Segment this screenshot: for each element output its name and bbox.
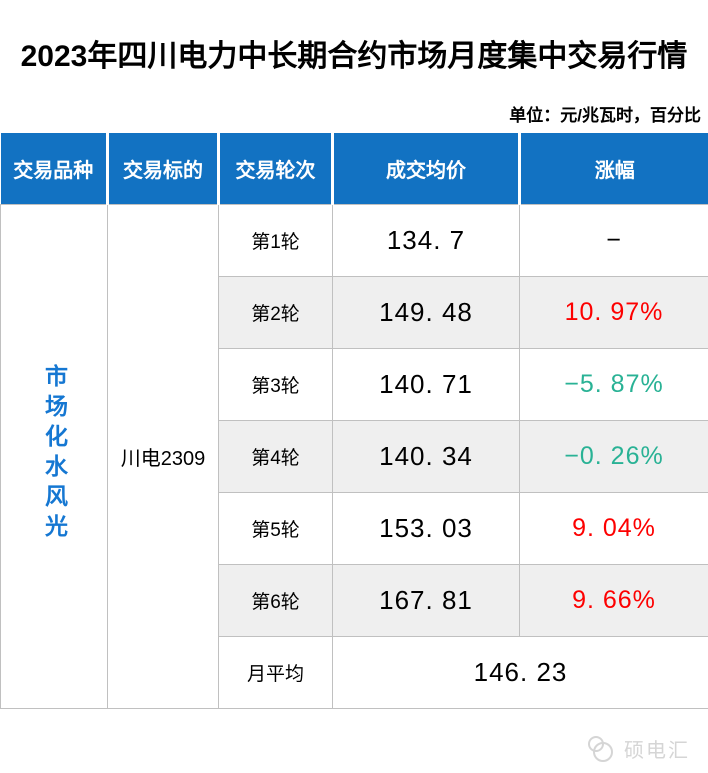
shuodianhui-logo-icon bbox=[584, 733, 618, 763]
variety-cell: 市场化水风光 bbox=[0, 204, 108, 709]
table-row: 第3轮 140. 71 −5. 87% bbox=[1, 348, 708, 421]
header-change: 涨幅 bbox=[518, 133, 708, 205]
table-row: 第4轮 140. 34 −0. 26% bbox=[1, 420, 708, 493]
price-cell: 153. 03 bbox=[332, 492, 520, 565]
round-cell: 第1轮 bbox=[218, 204, 333, 277]
price-cell: 140. 71 bbox=[332, 348, 520, 421]
page-title: 2023年四川电力中长期合约市场月度集中交易行情 bbox=[20, 40, 688, 73]
header-trade-subject: 交易标的 bbox=[106, 133, 219, 205]
change-cell: −5. 87% bbox=[519, 348, 708, 421]
price-cell: 149. 48 bbox=[332, 276, 520, 349]
summary-row: 月平均 146. 23 bbox=[1, 636, 708, 709]
watermark-brand: 硕电汇 bbox=[624, 739, 690, 762]
round-cell: 第2轮 bbox=[218, 276, 333, 349]
summary-label: 月平均 bbox=[218, 636, 333, 709]
round-cell: 第4轮 bbox=[218, 420, 333, 493]
header-trade-variety: 交易品种 bbox=[0, 133, 108, 205]
summary-value: 146. 23 bbox=[332, 636, 708, 709]
unit-note: 单位：元/兆瓦时，百分比 bbox=[509, 106, 701, 125]
table-row: 第6轮 167. 81 9. 66% bbox=[1, 564, 708, 637]
change-cell: − bbox=[519, 204, 708, 277]
price-cell: 167. 81 bbox=[332, 564, 520, 637]
round-cell: 第3轮 bbox=[218, 348, 333, 421]
header-avg-price: 成交均价 bbox=[331, 133, 520, 205]
watermark: 硕电汇 bbox=[584, 733, 690, 763]
price-cell: 140. 34 bbox=[332, 420, 520, 493]
header-trade-round: 交易轮次 bbox=[217, 133, 333, 205]
change-cell: 10. 97% bbox=[519, 276, 708, 349]
subject-cell: 川电2309 bbox=[107, 204, 219, 709]
table-header-row: 交易品种 交易标的 交易轮次 成交均价 涨幅 bbox=[0, 133, 708, 205]
round-cell: 第6轮 bbox=[218, 564, 333, 637]
change-cell: 9. 66% bbox=[519, 564, 708, 637]
table-row: 第5轮 153. 03 9. 04% bbox=[1, 492, 708, 565]
change-cell: 9. 04% bbox=[519, 492, 708, 565]
variety-label: 市场化水风光 bbox=[41, 364, 68, 544]
price-cell: 134. 7 bbox=[332, 204, 520, 277]
change-cell: −0. 26% bbox=[519, 420, 708, 493]
market-table: 交易品种 交易标的 交易轮次 成交均价 涨幅 市场化水风光 川电2309 第1轮 13… bbox=[0, 133, 708, 709]
table-row: 市场化水风光 川电2309 第1轮 134. 7− bbox=[0, 204, 708, 709]
table-body: 市场化水风光 川电2309 第1轮 134. 7− 第2轮 149. 48 10. 97% 第… bbox=[0, 204, 708, 709]
round-cell: 第5轮 bbox=[218, 492, 333, 565]
